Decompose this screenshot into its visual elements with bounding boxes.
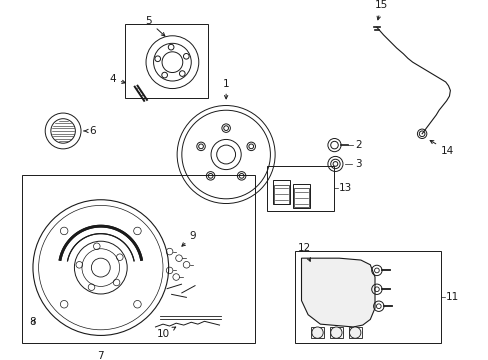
Text: 8: 8 (30, 317, 36, 327)
Bar (266, 166, 334, 211)
Text: 3: 3 (354, 159, 361, 169)
Text: 6: 6 (84, 126, 96, 136)
Circle shape (311, 327, 323, 338)
Bar (21, 175, 255, 343)
Text: 13: 13 (339, 184, 352, 193)
Bar (348, 327, 361, 338)
Text: 10: 10 (156, 327, 175, 339)
Circle shape (349, 327, 360, 338)
Bar (294, 251, 440, 343)
Bar (293, 188, 308, 207)
Text: 1: 1 (223, 78, 229, 99)
Text: 14: 14 (429, 140, 453, 156)
Text: 12: 12 (297, 243, 310, 261)
Circle shape (330, 327, 341, 338)
Text: 5: 5 (145, 16, 164, 36)
Text: 7: 7 (97, 351, 104, 360)
Bar (292, 184, 309, 208)
Bar (329, 327, 342, 338)
Bar (310, 327, 324, 338)
Bar (125, 24, 208, 98)
Text: 11: 11 (445, 292, 458, 302)
Text: 4: 4 (109, 74, 125, 84)
Polygon shape (301, 258, 374, 327)
Text: 15: 15 (374, 0, 387, 20)
Bar (273, 180, 289, 204)
Text: 2: 2 (354, 140, 361, 150)
Bar (274, 185, 289, 203)
Text: 9: 9 (182, 231, 196, 246)
